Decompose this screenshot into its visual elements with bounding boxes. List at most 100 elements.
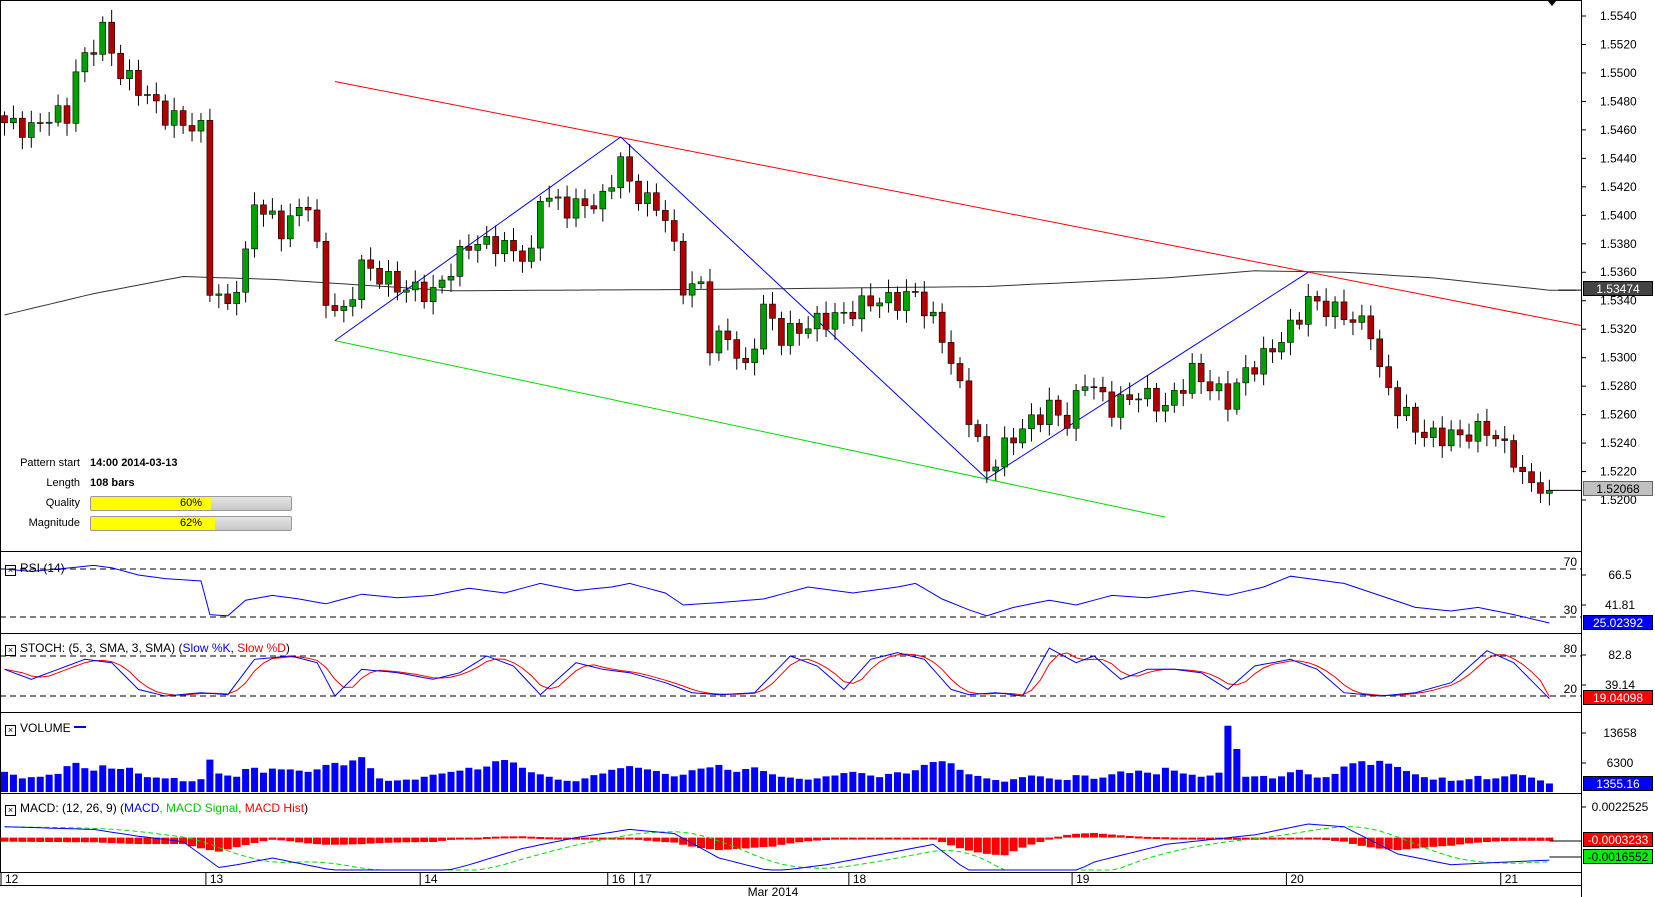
macd-hist-bar — [589, 837, 598, 840]
bullish-candle — [54, 105, 62, 123]
bullish-candle — [876, 302, 883, 307]
volume-bar — [438, 773, 446, 792]
macd-hist-bar — [1170, 837, 1179, 840]
volume-bar — [510, 762, 518, 792]
close-panel-icon[interactable]: × — [5, 565, 16, 576]
macd-hist-bar — [161, 837, 170, 845]
macd-hist-bar — [500, 836, 509, 839]
stoch-axis-label: 39.14 — [1605, 678, 1635, 692]
macd-hist-bar — [902, 837, 911, 840]
bearish-candle — [938, 311, 946, 343]
macd-hist-bar — [250, 837, 259, 844]
volume-bar — [358, 757, 366, 792]
macd-hist-bar — [777, 837, 786, 845]
macd-hist-bar — [848, 837, 857, 840]
bullish-candle — [608, 187, 616, 192]
volume-bar — [1510, 774, 1518, 792]
volume-bar — [170, 777, 178, 792]
macd-hist-bar — [1429, 837, 1438, 847]
volume-bar — [384, 780, 392, 792]
macd-hist-bar — [321, 837, 330, 845]
bearish-candle — [519, 250, 526, 262]
bearish-candle — [1037, 414, 1044, 425]
macd-hist-bar — [947, 837, 956, 846]
stoch-d-line — [4, 652, 1550, 697]
bullish-candle — [1135, 398, 1142, 401]
macd-hist-bar — [188, 837, 197, 847]
volume-bar — [1260, 775, 1268, 792]
volume-bar — [1001, 781, 1009, 792]
macd-hist-bar — [732, 837, 741, 850]
bearish-candle — [1385, 366, 1392, 388]
bearish-candle — [1349, 319, 1357, 323]
close-panel-icon[interactable]: × — [5, 725, 16, 736]
bullish-candle — [385, 271, 392, 285]
close-panel-icon[interactable]: × — [5, 805, 16, 816]
bearish-candle — [1099, 387, 1107, 393]
macd-hist-bar — [1313, 837, 1322, 840]
macd-hist-bar — [1357, 837, 1366, 846]
bearish-candle — [626, 156, 633, 182]
volume-bar — [429, 774, 437, 792]
bullish-candle — [751, 348, 758, 363]
macd-hist-bar — [714, 837, 723, 851]
bearish-candle — [367, 259, 374, 269]
macd-hist-bar — [1366, 837, 1375, 848]
volume-bar — [1, 771, 8, 792]
legend-separator: , — [230, 641, 238, 655]
bullish-candle — [1242, 367, 1250, 384]
volume-bar — [268, 768, 276, 792]
volume-bar — [340, 765, 348, 792]
volume-bar — [813, 778, 821, 792]
volume-bar — [706, 767, 714, 792]
bullish-candle — [903, 291, 910, 311]
macd-hist-bar — [643, 837, 652, 841]
macd-hist-bar — [80, 837, 89, 843]
bullish-candle — [483, 236, 491, 245]
bearish-candle — [733, 339, 741, 359]
bullish-candle — [27, 122, 35, 138]
volume-bar — [322, 764, 330, 792]
volume-bar — [920, 764, 928, 792]
bearish-candle — [1340, 301, 1348, 321]
length-row: Length 108 bars — [0, 475, 300, 493]
macd-hist-bar — [1545, 837, 1554, 841]
magnitude-pct: 62% — [179, 517, 203, 529]
volume-bar — [670, 776, 678, 792]
bearish-candle — [983, 436, 991, 472]
volume-value-tag: 1355.16 — [1583, 776, 1653, 791]
volume-bar — [929, 762, 937, 792]
macd-hist-bar — [1206, 837, 1215, 840]
bullish-candle — [242, 248, 249, 293]
volume-bar — [1304, 774, 1312, 792]
bearish-candle — [974, 424, 982, 437]
bullish-candle — [349, 299, 357, 307]
close-panel-icon[interactable]: × — [5, 645, 16, 656]
volume-bar — [742, 769, 750, 792]
quality-row: Quality 60% — [0, 495, 300, 513]
volume-axis-label: 13658 — [1603, 726, 1637, 740]
macd-hist-bar — [884, 837, 893, 840]
volume-bar — [1099, 777, 1107, 792]
volume-bar — [635, 767, 643, 792]
volume-bar — [367, 768, 375, 792]
bullish-candle — [438, 279, 446, 288]
bullish-candle — [1233, 382, 1241, 410]
bearish-candle — [956, 363, 964, 382]
volume-bar — [617, 768, 625, 792]
volume-bar — [563, 780, 571, 792]
bearish-candle — [563, 196, 571, 219]
volume-bar — [447, 771, 455, 792]
volume-bar — [1108, 774, 1116, 792]
bullish-candle — [1215, 383, 1223, 392]
bullish-candle — [126, 69, 133, 79]
bearish-candle — [1438, 427, 1446, 447]
bearish-candle — [1412, 406, 1419, 433]
macd-hist-bar — [1000, 837, 1009, 856]
price-tick-label: 1.5280 — [1600, 379, 1637, 393]
macd-hist-bar — [929, 837, 938, 840]
volume-bar — [902, 773, 910, 792]
bullish-candle — [1072, 390, 1080, 429]
volume-bar — [1411, 774, 1419, 792]
macd-line-legend: MACD — [124, 801, 160, 815]
